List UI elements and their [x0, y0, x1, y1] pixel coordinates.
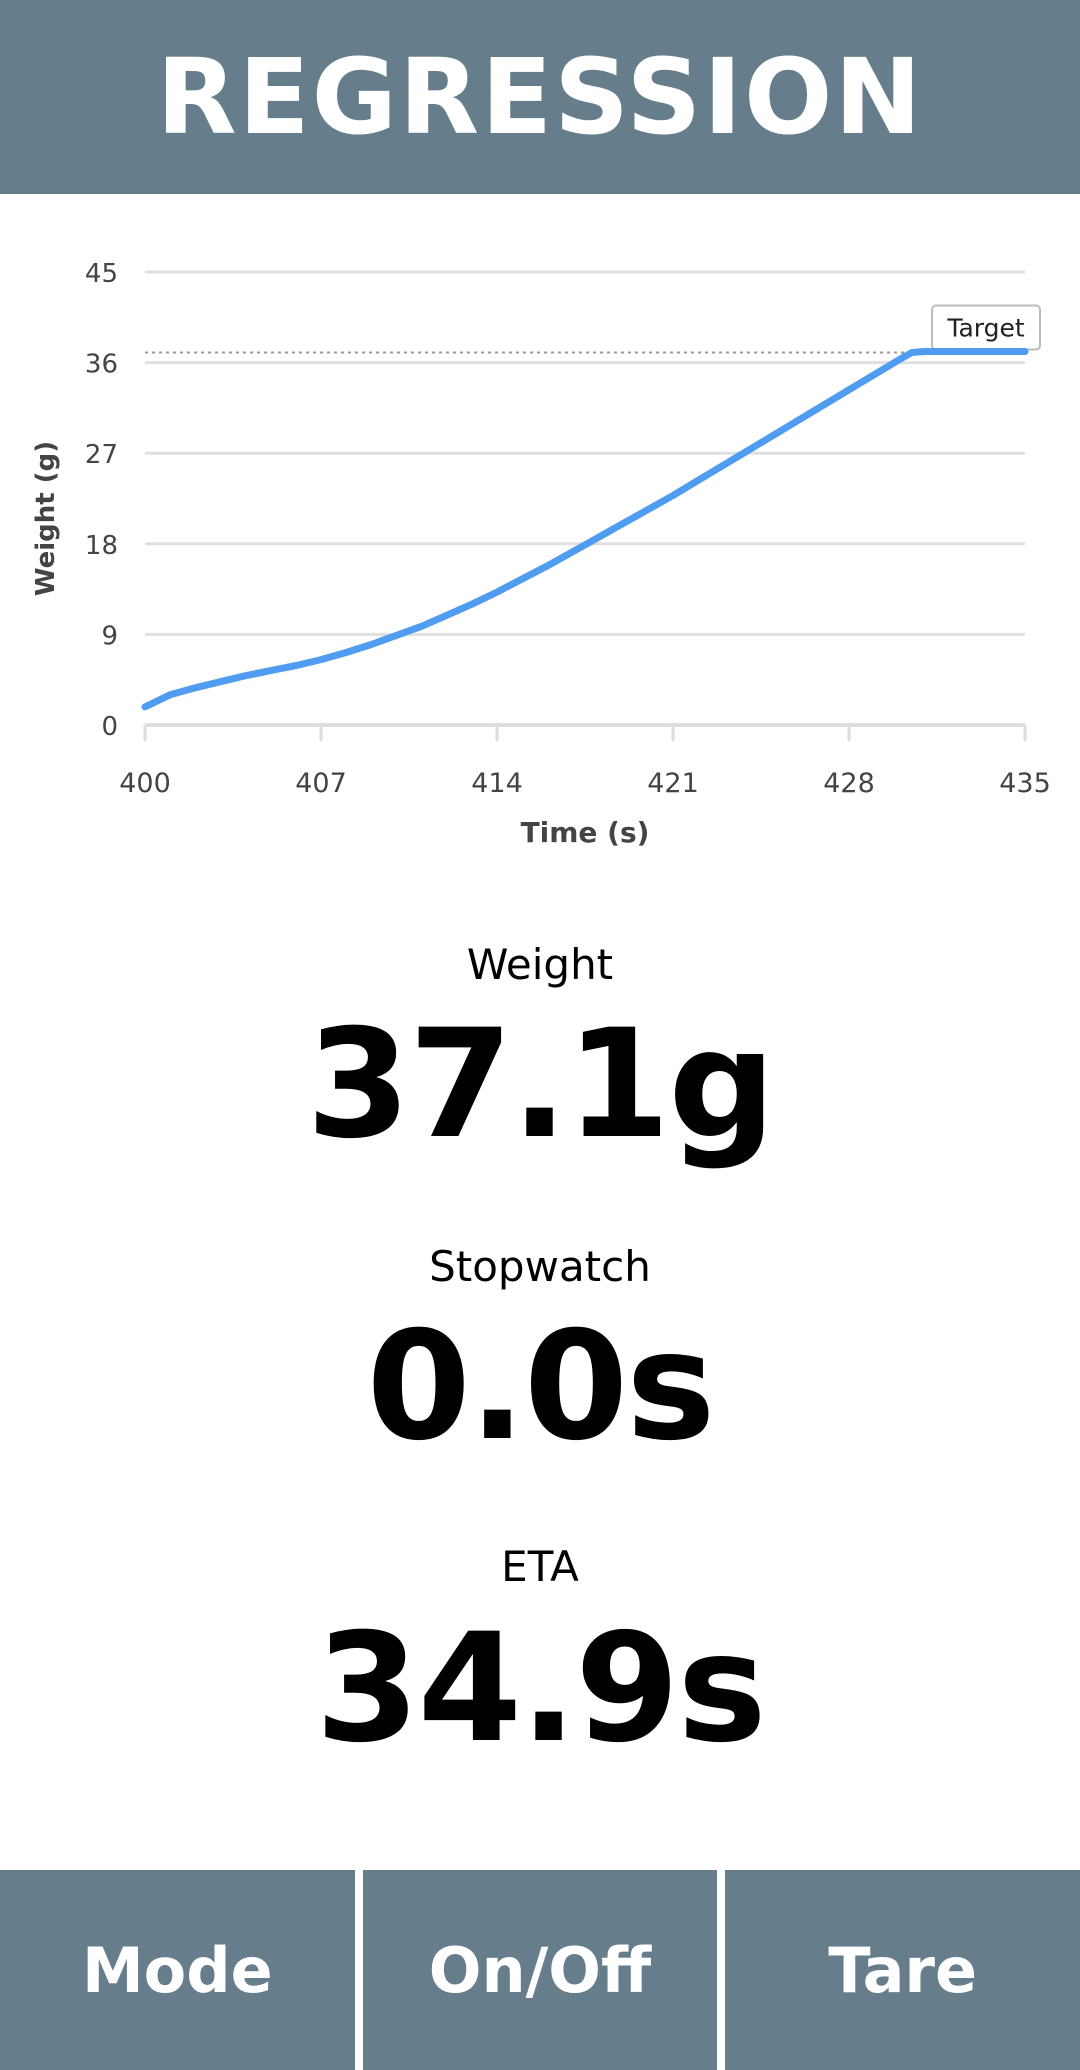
- header-bar: REGRESSION: [0, 0, 1080, 194]
- stopwatch-value-wrap: 0.0s: [0, 1312, 1080, 1462]
- y-tick-label: 9: [101, 621, 118, 651]
- target-label: Target: [946, 314, 1025, 343]
- y-axis-title: Weight (g): [31, 441, 61, 596]
- weight-label: Weight: [466, 940, 614, 989]
- y-tick-label: 18: [85, 531, 118, 561]
- mode-button[interactable]: Mode: [0, 1870, 355, 2070]
- x-tick-label: 435: [999, 768, 1051, 799]
- weight-value-wrap: 37.1g: [0, 1010, 1080, 1160]
- x-tick-label: 407: [295, 768, 347, 799]
- x-tick-label: 414: [471, 768, 523, 799]
- tare-button[interactable]: Tare: [725, 1870, 1080, 2070]
- stopwatch-label: Stopwatch: [429, 1242, 651, 1291]
- y-tick-label: 36: [85, 350, 118, 380]
- stopwatch-metric: Stopwatch: [0, 1246, 1080, 1288]
- eta-label: ETA: [501, 1542, 579, 1591]
- weight-metric: Weight: [0, 944, 1080, 986]
- x-tick-label: 400: [119, 768, 171, 799]
- weight-chart-svg: Target 0 9 18 27 36 45 400 407 414 421 428 435 Time …: [31, 259, 1051, 849]
- x-tick-label: 428: [823, 768, 875, 799]
- page-title: REGRESSION: [156, 36, 924, 158]
- y-tick-label: 0: [101, 712, 118, 742]
- footer-bar: Mode On/Off Tare: [0, 1870, 1080, 2070]
- eta-value-wrap: 34.9s: [0, 1614, 1080, 1764]
- weight-value: 37.1g: [306, 998, 775, 1172]
- weight-series-line: [141, 348, 1029, 711]
- stopwatch-value: 0.0s: [366, 1300, 715, 1474]
- x-tick-label: 421: [647, 768, 699, 799]
- weight-chart: Target 0 9 18 27 36 45 400 407 414 421 428 435 Time …: [0, 210, 1080, 860]
- y-tick-label: 27: [85, 440, 118, 470]
- eta-metric: ETA: [0, 1546, 1080, 1588]
- x-axis-title: Time (s): [521, 816, 650, 849]
- y-tick-label: 45: [85, 259, 118, 289]
- eta-value: 34.9s: [315, 1602, 766, 1776]
- onoff-button[interactable]: On/Off: [362, 1870, 718, 2070]
